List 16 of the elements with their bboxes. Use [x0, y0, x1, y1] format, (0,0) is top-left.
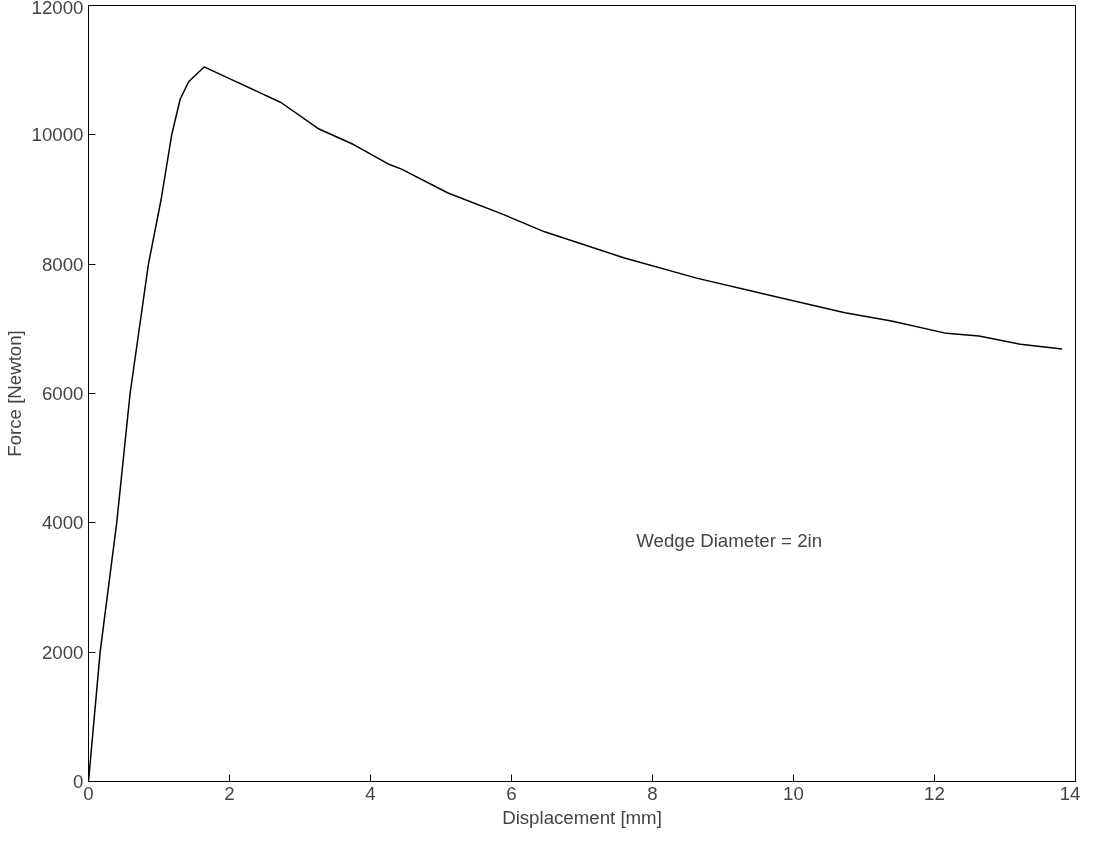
annotation: Wedge Diameter = 2in — [636, 530, 823, 552]
y-tick-label: 8000 — [42, 253, 84, 275]
x-tick-label: 2 — [224, 782, 235, 804]
y-tick-label: 2000 — [42, 641, 84, 663]
x-axis-title: Displacement [mm] — [502, 806, 662, 828]
y-tick-label: 12000 — [31, 0, 84, 18]
y-tick-label: 6000 — [42, 383, 84, 404]
x-tick-label: 12 — [924, 782, 945, 804]
x-tick-label: 14 — [1059, 782, 1081, 804]
x-tick-label: 4 — [365, 782, 376, 804]
y-tick-label: 10000 — [31, 124, 84, 146]
y-axis-title: Force [Newton] — [3, 330, 25, 457]
x-tick-label: 10 — [783, 782, 804, 804]
x-tick-label: 8 — [647, 782, 658, 804]
y-tick-label: 4000 — [42, 512, 84, 534]
x-tick-label: 6 — [506, 782, 517, 804]
